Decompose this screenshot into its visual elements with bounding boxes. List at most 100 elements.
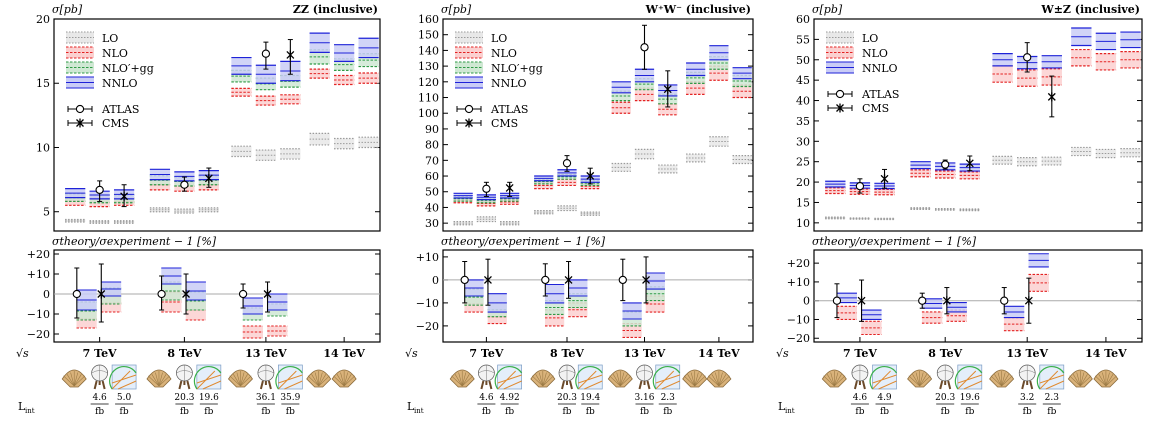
cms-marker (286, 50, 295, 60)
shell-rib (343, 374, 352, 387)
shell-rib (1105, 375, 1117, 387)
atlas-logo-icon (91, 364, 108, 390)
y-tick-label: 50 (425, 186, 439, 199)
legend-label: NNLO (102, 77, 138, 90)
shell-rib (318, 375, 330, 387)
lumi-value: 4.9 (877, 393, 892, 403)
atlas-logo-icon (478, 364, 495, 390)
shell-icon (682, 369, 708, 388)
lumi-value: 4.6 (92, 393, 107, 403)
shell-icon (989, 369, 1015, 388)
y-tick-label: 80 (425, 139, 439, 152)
x-tick-label: 13 TeV (624, 347, 666, 360)
shell-rib (151, 374, 160, 387)
cms-tracks (497, 370, 522, 390)
legend-label: LO (102, 32, 118, 45)
shell-rib (318, 372, 323, 387)
lumi-value: 5.0 (117, 393, 132, 403)
globe-lines (558, 365, 576, 381)
panel-0: 5 10 15 20σ[pb] ZZ (inclusive) LO NLO NLO′+gg NN… (16, 3, 381, 417)
shell-rib (1080, 374, 1088, 387)
y-tick-label: 110 (418, 92, 439, 105)
shell-rib (707, 375, 720, 387)
x-tick-label: 14 TeV (323, 347, 365, 360)
shell-rib (1080, 372, 1085, 387)
lumi-unit: fb (663, 407, 672, 417)
chart-title: W⁺W⁻ (inclusive) (645, 3, 751, 16)
shell-rib (535, 374, 544, 387)
lumi-unit: fb (204, 407, 213, 417)
lumi-unit: fb (562, 407, 571, 417)
shell-rib (919, 375, 931, 387)
cms-tracks (1039, 370, 1065, 390)
shell-rib (240, 374, 248, 387)
lumi-value: 19.4 (580, 393, 600, 403)
atlas-logo-icon (636, 364, 653, 390)
shell-rib (1069, 375, 1081, 387)
top-plot-frame (813, 18, 1143, 232)
cms-marker (564, 275, 573, 285)
y-tick-label: 30 (796, 135, 810, 148)
shell-rib (834, 375, 846, 387)
atlas-marker (482, 184, 491, 193)
ratio-y-tick-label: −10 (27, 308, 50, 321)
chart-title: ZZ (inclusive) (293, 3, 378, 16)
top-plot-frame (442, 18, 754, 232)
atlas-marker (918, 296, 927, 305)
cms-marker (204, 173, 213, 183)
shell-rib (74, 375, 86, 387)
shell-rib (311, 374, 319, 387)
x-tick-label: 8 TeV (928, 347, 962, 360)
y-tick-label: 160 (418, 13, 439, 26)
atlas-marker (618, 275, 627, 285)
shell-icon (449, 369, 475, 388)
shell-rib (718, 375, 730, 387)
cms-arc (869, 366, 898, 390)
shell-rib (620, 374, 628, 387)
shell-rib (711, 374, 720, 387)
shell-rib (542, 372, 547, 387)
shell-rib (340, 372, 345, 387)
ratio-axis-label: σtheory/σexperiment − 1 [%] (812, 235, 977, 248)
atlas-logo-icon (257, 364, 275, 390)
legend-label: CMS (862, 102, 889, 115)
y-tick-label: 60 (796, 13, 810, 26)
x-tick-label: 8 TeV (167, 347, 201, 360)
shell-rib (462, 375, 474, 387)
ratio-y-tick-label: +10 (416, 251, 439, 264)
lumi-value: 20.3 (557, 393, 577, 403)
y-tick-label: 25 (796, 156, 810, 169)
legend-swatch-lo (66, 32, 94, 43)
shell-rib (1001, 372, 1006, 387)
x-tick-label: 7 TeV (843, 347, 877, 360)
lumi-unit: fb (505, 407, 514, 417)
shell-icon (907, 369, 933, 388)
shell-rib (694, 372, 699, 387)
y-tick-label: 55 (796, 33, 810, 46)
lumi-unit: fb (640, 407, 649, 417)
shell-rib (826, 374, 835, 387)
shell-icon (530, 369, 556, 388)
cms-tracks (577, 370, 603, 390)
shell-rib (458, 372, 463, 387)
y-tick-label: 70 (425, 154, 439, 167)
shell-rib (834, 372, 839, 387)
shell-icon (706, 369, 732, 388)
cms-marker (120, 191, 129, 201)
cms-logo-icon (193, 364, 222, 390)
shell-rib (1098, 374, 1107, 387)
shell-rib (314, 372, 320, 387)
y-tick-label: 45 (796, 74, 810, 87)
shell-rib (1102, 372, 1107, 387)
y-tick-label: 40 (425, 201, 439, 214)
y-tick-label: 40 (796, 95, 810, 108)
lumi-value: 2.3 (661, 393, 676, 403)
shell-rib (240, 372, 245, 387)
cms-tracks (277, 370, 303, 390)
atlas-marker (541, 275, 550, 285)
shell-icon (306, 369, 332, 388)
atlas-logo-icon (558, 364, 576, 390)
shell-rib (461, 372, 467, 387)
shell-icon (61, 369, 87, 388)
shell-rib (307, 375, 319, 387)
